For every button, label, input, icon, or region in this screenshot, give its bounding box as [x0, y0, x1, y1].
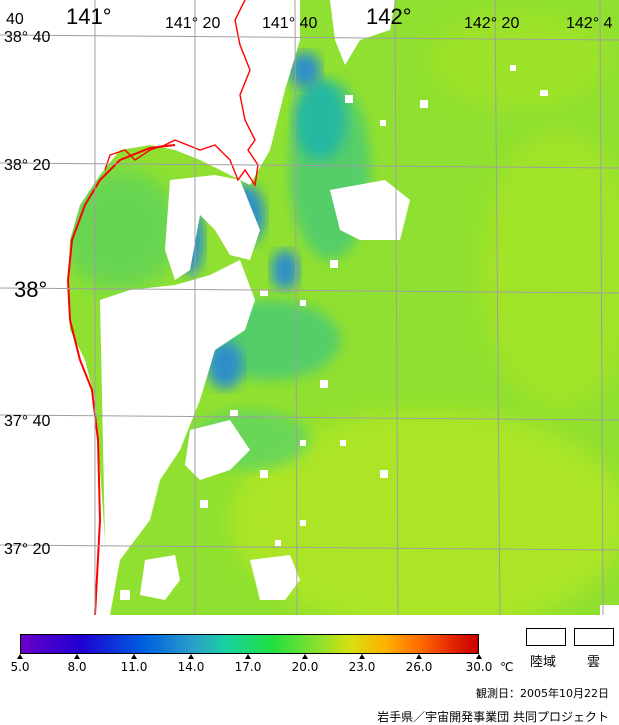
lon-label-142: 142° — [366, 4, 412, 29]
warm-water-patch — [230, 410, 619, 615]
colorbar-tick-mark — [131, 654, 137, 659]
lat-label-38: 38° — [14, 277, 47, 302]
colorbar-tick-mark — [359, 654, 365, 659]
colorbar-tick-label: 30.0 — [465, 660, 493, 674]
lat-label-38-20: 38° 20 — [4, 157, 51, 174]
colorbar-tick-label: 14.0 — [177, 660, 205, 674]
cold-water-patch — [207, 341, 243, 389]
colorbar-tick-label: 20.0 — [291, 660, 319, 674]
temperature-colorbar — [20, 634, 479, 654]
lon-label-142-40: 142° 4 — [566, 15, 613, 32]
warm-water-patch — [480, 130, 619, 410]
colorbar-tick-label: 23.0 — [348, 660, 376, 674]
colorbar-tick-mark — [245, 654, 251, 659]
corner-label: 40 — [6, 11, 24, 28]
cloud-legend-swatch — [574, 628, 614, 646]
observation-date: 観測日：2005年10月22日 — [476, 687, 609, 700]
sst-map: 141° 142° 141° 20 141° 40 142° 20 142° 4… — [0, 0, 619, 615]
colorbar-tick-mark — [74, 654, 80, 659]
coastline — [66, 144, 176, 615]
colorbar-tick-mark — [416, 654, 422, 659]
cold-water-patch — [289, 52, 321, 88]
lat-label-37-20: 37° 20 — [4, 541, 51, 558]
land-legend-label: 陸域 — [530, 655, 557, 670]
colorbar-tick-label: 5.0 — [10, 660, 30, 674]
lon-label-141-20: 141° 20 — [165, 15, 220, 32]
cold-water-patch — [294, 80, 346, 160]
lon-label-141: 141° — [66, 4, 112, 29]
colorbar-tick-mark — [17, 654, 23, 659]
lon-label-141-40: 141° 40 — [262, 15, 317, 32]
lat-label-37-40: 37° 40 — [4, 413, 51, 430]
colorbar-tick-label: 17.0 — [234, 660, 262, 674]
cloud-legend-label: 雲 — [587, 655, 601, 670]
colorbar-tick-label: 11.0 — [120, 660, 148, 674]
lon-label-142-20: 142° 20 — [464, 15, 519, 32]
colorbar-tick-mark — [302, 654, 308, 659]
prefecture-boundary — [104, 0, 259, 187]
warm-water-patch — [430, 10, 610, 110]
graticule — [0, 0, 619, 615]
colorbar-tick-label: 26.0 — [405, 660, 433, 674]
colorbar-tick-label: 8.0 — [67, 660, 87, 674]
lat-label-38-40: 38° 40 — [4, 29, 51, 46]
land-cloud-mask — [0, 0, 410, 615]
land-legend-swatch — [526, 628, 566, 646]
cool-water-patch — [60, 170, 180, 290]
colorbar-tick-mark — [476, 654, 482, 659]
colorbar-tick-mark — [188, 654, 194, 659]
temperature-unit: ℃ — [500, 660, 514, 674]
cloud-pixels — [120, 65, 619, 615]
cold-water-patch — [271, 250, 299, 290]
credit-line: 岩手県／宇宙開発事業団 共同プロジェクト — [377, 710, 609, 724]
